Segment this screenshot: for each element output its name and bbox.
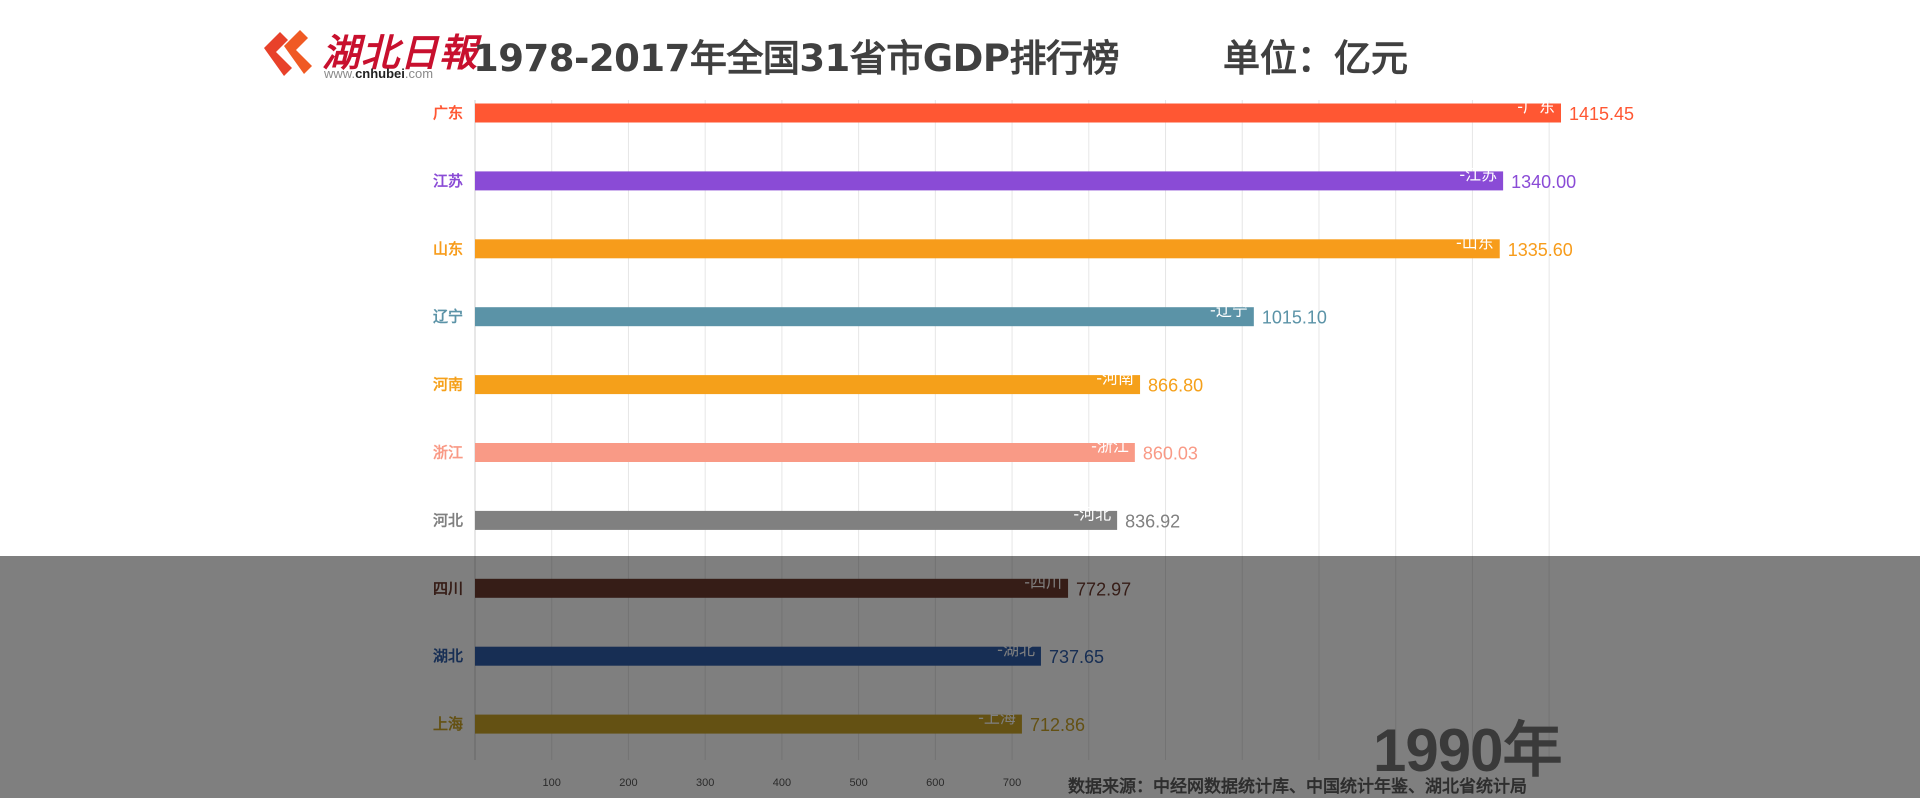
value-label: 1415.45 — [1569, 104, 1634, 124]
logo-url-prefix: www. — [324, 66, 356, 81]
value-label: 737.65 — [1049, 647, 1104, 667]
value-label: 1015.10 — [1262, 308, 1327, 328]
value-label: 836.92 — [1125, 511, 1180, 531]
province-label: 浙江 — [433, 444, 463, 462]
province-label: 四川 — [433, 579, 463, 597]
bar-inner-label: -浙江 — [1091, 437, 1129, 456]
x-tick-label: 200 — [619, 777, 637, 789]
data-source: 数据来源：中经网数据统计库、中国统计年鉴、湖北省统计局 — [1068, 777, 1527, 797]
province-label: 山东 — [433, 240, 463, 258]
unit-label: 单位：亿元 — [1223, 37, 1408, 80]
logo-name: 湖北日報 — [322, 30, 479, 75]
bar-inner-label: -河北 — [1073, 504, 1111, 523]
bar-inner-label: -湖北 — [997, 640, 1035, 659]
value-label: 772.97 — [1076, 579, 1131, 599]
year-label: 1990年 — [1373, 717, 1562, 784]
province-label: 辽宁 — [433, 308, 463, 326]
x-axis-ticks: 100 200 300 400 500 600 700 — [543, 777, 1022, 789]
bar — [475, 510, 1118, 530]
bar — [475, 375, 1141, 395]
province-label: 河南 — [433, 376, 463, 394]
bar-inner-label: -辽宁 — [1210, 301, 1248, 320]
x-tick-label: 300 — [696, 777, 714, 789]
bar-inner-label: -山东 — [1456, 233, 1494, 252]
value-label: 860.03 — [1143, 444, 1198, 464]
x-tick-label: 500 — [849, 777, 867, 789]
bar — [475, 239, 1500, 259]
value-label: 1340.00 — [1511, 172, 1576, 192]
logo-url-suffix: .com — [404, 66, 434, 81]
logo-mark-icon — [264, 30, 312, 76]
bar-inner-label: -上海 — [978, 708, 1016, 727]
x-tick-label: 100 — [543, 777, 561, 789]
x-tick-label: 400 — [773, 777, 791, 789]
logo-url-domain: cnhubei — [355, 66, 405, 81]
bar — [475, 443, 1135, 462]
province-label: 湖北 — [433, 647, 463, 665]
bar — [475, 646, 1041, 666]
logo-url: www.cnhubei.com — [324, 66, 433, 81]
province-label: 江苏 — [433, 172, 463, 190]
province-label: 河北 — [433, 511, 463, 529]
x-tick-label: 600 — [926, 777, 944, 789]
value-label: 712.86 — [1030, 715, 1085, 735]
logo: 湖北日報 www.cnhubei.com — [262, 22, 477, 84]
bar-inner-label: -江苏 — [1459, 165, 1497, 184]
x-tick-label: 700 — [1003, 777, 1021, 789]
bar — [475, 307, 1254, 327]
province-label: 上海 — [433, 715, 463, 733]
bar — [475, 171, 1504, 191]
bar — [475, 578, 1069, 598]
province-label: 广东 — [433, 104, 463, 122]
bar-inner-label: -广东 — [1517, 97, 1555, 116]
value-label: 1335.60 — [1508, 240, 1573, 260]
bar-inner-label: -河南 — [1096, 369, 1134, 388]
bar-inner-label: -四川 — [1024, 572, 1062, 591]
chart-title: 1978-2017年全国31省市GDP排行榜 — [473, 37, 1120, 80]
value-label: 866.80 — [1148, 376, 1203, 396]
bar — [475, 714, 1022, 734]
bar — [475, 103, 1561, 123]
bars: 广东 -广东 1415.45 江苏 -江苏 1340.00 山东 -山东 1335.60 辽宁 -辽… — [433, 97, 1634, 735]
